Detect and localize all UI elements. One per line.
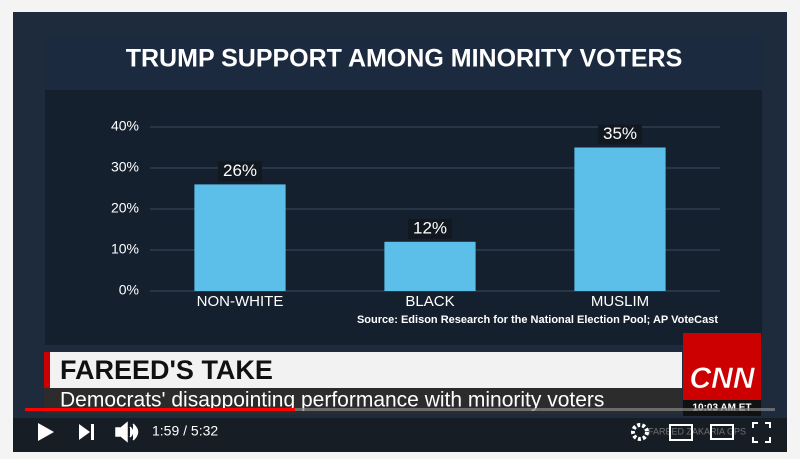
subheadline: Democrats' disappointing performance wit…: [60, 389, 604, 412]
progress-track[interactable]: [25, 408, 775, 411]
value-label: 35%: [603, 124, 637, 143]
x-tick-label: BLACK: [405, 293, 454, 310]
play-button[interactable]: [38, 423, 54, 441]
value-label-box: [218, 161, 262, 182]
theater-button[interactable]: [710, 424, 734, 440]
title-banner: [45, 35, 762, 90]
y-tick-label: 20%: [111, 200, 139, 216]
value-label-box: [598, 124, 642, 145]
bar: [574, 147, 666, 291]
chart-title: TRUMP SUPPORT AMONG MINORITY VOTERS: [126, 45, 683, 73]
time-display: 1:59 / 5:32: [152, 423, 218, 439]
next-button[interactable]: [79, 424, 94, 440]
y-tick-label: 40%: [111, 118, 139, 134]
chart-source: Source: Edison Research for the National…: [357, 314, 718, 326]
network-logo-box: [683, 333, 761, 400]
value-label-box: [408, 218, 452, 239]
watermark: FAREED ZAKARIA GPS: [648, 426, 746, 436]
settings-button[interactable]: [631, 423, 649, 441]
y-tick-label: 0%: [119, 282, 139, 298]
headline-accent: [44, 352, 50, 388]
x-tick-label: MUSLIM: [591, 293, 649, 310]
headline: FAREED'S TAKE: [60, 355, 273, 385]
fullscreen-button[interactable]: [752, 422, 771, 443]
headline-box: [44, 352, 682, 388]
plot: 0% 10% 20% 30% 40% NON-WHITE 26% BLACK 12% MUSLIM…: [111, 118, 720, 310]
value-label: 26%: [223, 161, 257, 180]
miniplayer-button[interactable]: [669, 424, 693, 441]
controls-background: [13, 418, 787, 452]
network-logo: CNN: [690, 362, 756, 395]
y-tick-label: 30%: [111, 159, 139, 175]
value-label: 12%: [413, 218, 447, 237]
volume-button[interactable]: [115, 421, 139, 443]
bar: [194, 184, 286, 291]
y-tick-label: 10%: [111, 241, 139, 257]
x-tick-label: NON-WHITE: [197, 293, 284, 310]
bar: [384, 241, 476, 291]
progress-played: [25, 408, 295, 411]
